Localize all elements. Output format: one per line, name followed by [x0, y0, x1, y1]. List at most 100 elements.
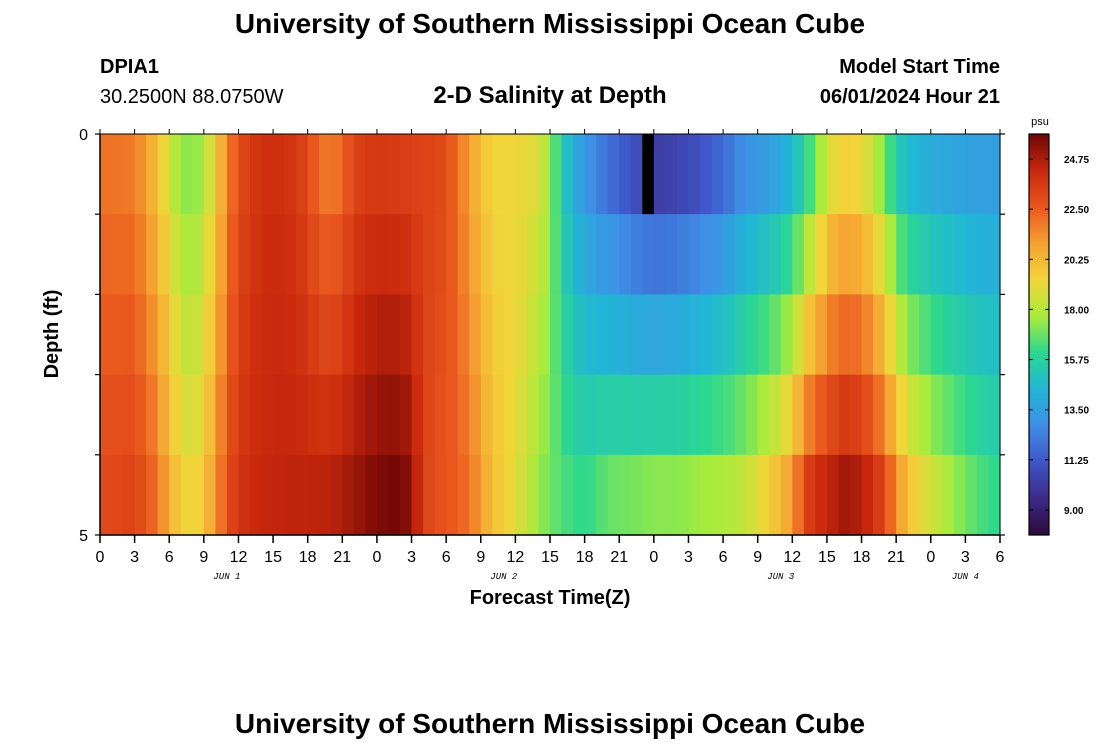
heatmap-cell: [100, 294, 113, 376]
heatmap-cell: [411, 214, 424, 295]
heatmap-cell: [769, 294, 782, 376]
heatmap-cell: [180, 294, 193, 376]
heatmap-cell: [365, 294, 378, 376]
heatmap-cell: [492, 134, 505, 215]
heatmap-cell: [365, 454, 378, 536]
heatmap-cell: [261, 294, 274, 376]
heatmap-cell: [711, 374, 724, 456]
heatmap-cell: [296, 134, 309, 215]
heatmap-cell: [584, 454, 597, 536]
heatmap-cell: [976, 134, 990, 215]
heatmap-cell: [100, 374, 113, 456]
heatmap-cell: [261, 374, 274, 456]
heatmap-cell: [976, 214, 990, 295]
heatmap-cell: [653, 294, 666, 376]
date-label: JUN 1: [213, 572, 240, 582]
heatmap-cell: [815, 454, 828, 536]
heatmap-cell: [584, 134, 597, 215]
model-start-value: 06/01/2024 Hour 21: [819, 86, 1000, 108]
heatmap-cell: [642, 454, 655, 536]
heatmap-cell: [803, 214, 816, 295]
heatmap-cell: [100, 214, 113, 295]
heatmap-cell: [342, 294, 355, 376]
station-coordinates: 30.2500N 88.0750W: [100, 86, 284, 108]
colorbar-tick-label: 11.25: [1064, 456, 1089, 467]
heatmap-cell: [757, 214, 770, 295]
colorbar-tick-label: 22.50: [1064, 205, 1089, 216]
heatmap-cell: [850, 134, 863, 215]
heatmap-cell: [400, 294, 413, 376]
model-start-label: Model Start Time: [839, 56, 1000, 78]
heatmap-cell: [388, 454, 401, 536]
heatmap-cell: [492, 294, 505, 376]
heatmap-cell: [976, 294, 990, 376]
heatmap-cell: [861, 374, 874, 456]
heatmap-cell: [780, 134, 793, 215]
heatmap-cell: [769, 134, 782, 215]
heatmap-cell: [157, 134, 170, 215]
heatmap-cell-missing: [642, 134, 655, 215]
heatmap-cell: [665, 374, 678, 456]
heatmap-cell: [619, 214, 632, 295]
x-tick-label: 6: [442, 549, 451, 566]
heatmap-cell: [665, 134, 678, 215]
heatmap-cell: [907, 294, 920, 376]
heatmap-cell: [134, 134, 147, 215]
heatmap-cell: [653, 374, 666, 456]
heatmap-cell: [123, 214, 136, 295]
heatmap-cell: [134, 214, 147, 295]
colorbar-tick-label: 20.25: [1064, 255, 1089, 266]
heatmap-cell: [988, 454, 1001, 536]
heatmap-cell: [446, 374, 459, 456]
heatmap-cell: [896, 454, 909, 536]
heatmap-cell: [146, 294, 159, 376]
heatmap-cell: [261, 454, 274, 536]
heatmap-cell: [630, 454, 643, 536]
heatmap-cell: [584, 374, 597, 456]
heatmap-cell: [596, 294, 609, 376]
heatmap-cell: [826, 454, 840, 536]
colorbar-gradient: [1028, 133, 1050, 536]
footer-title: University of Southern Mississippi Ocean…: [234, 708, 866, 739]
heatmap-cell: [330, 214, 343, 295]
heatmap-cell: [665, 454, 678, 536]
heatmap-cell: [942, 294, 955, 376]
heatmap-cell: [930, 294, 943, 376]
heatmap-cell: [423, 374, 436, 456]
heatmap-cell: [700, 214, 713, 295]
heatmap-cell: [538, 294, 551, 376]
heatmap-cell: [700, 294, 713, 376]
heatmap-cell: [365, 374, 378, 456]
heatmap-cell: [469, 294, 482, 376]
heatmap-cell: [515, 134, 528, 215]
heatmap-cell: [907, 454, 920, 536]
heatmap-cell: [653, 214, 666, 295]
heatmap-cell: [907, 214, 920, 295]
heatmap-cell: [792, 454, 805, 536]
heatmap-cell: [826, 214, 840, 295]
heatmap-cell: [400, 454, 413, 536]
heatmap-cell: [538, 374, 551, 456]
y-tick-label: 5: [79, 528, 88, 545]
x-tick-label: 9: [199, 549, 208, 566]
heatmap-cell: [503, 374, 516, 456]
heatmap-cell: [411, 134, 424, 215]
heatmap-cell: [538, 454, 551, 536]
heatmap-cell: [826, 294, 840, 376]
x-axis: 0 3 6 9 12 15 18 21 0 3 6 9 12 15 18 21 0 3 6 9 12 15 18 21 0 3 6 J…: [96, 129, 1005, 582]
heatmap-cell: [550, 294, 563, 376]
heatmap-cell: [353, 134, 366, 215]
heatmap-cell: [792, 134, 805, 215]
x-tick-label: 9: [476, 549, 485, 566]
y-axis: 05: [79, 127, 1005, 545]
heatmap-cell: [284, 294, 297, 376]
heatmap-cell: [965, 374, 978, 456]
heatmap-cell: [619, 374, 632, 456]
heatmap-cell: [988, 294, 1001, 376]
heatmap-cell: [226, 294, 240, 376]
heatmap-cell: [676, 294, 690, 376]
heatmap-cell: [630, 294, 643, 376]
heatmap-cell: [111, 294, 124, 376]
heatmap-cell: [953, 134, 966, 215]
heatmap-cell: [238, 294, 251, 376]
